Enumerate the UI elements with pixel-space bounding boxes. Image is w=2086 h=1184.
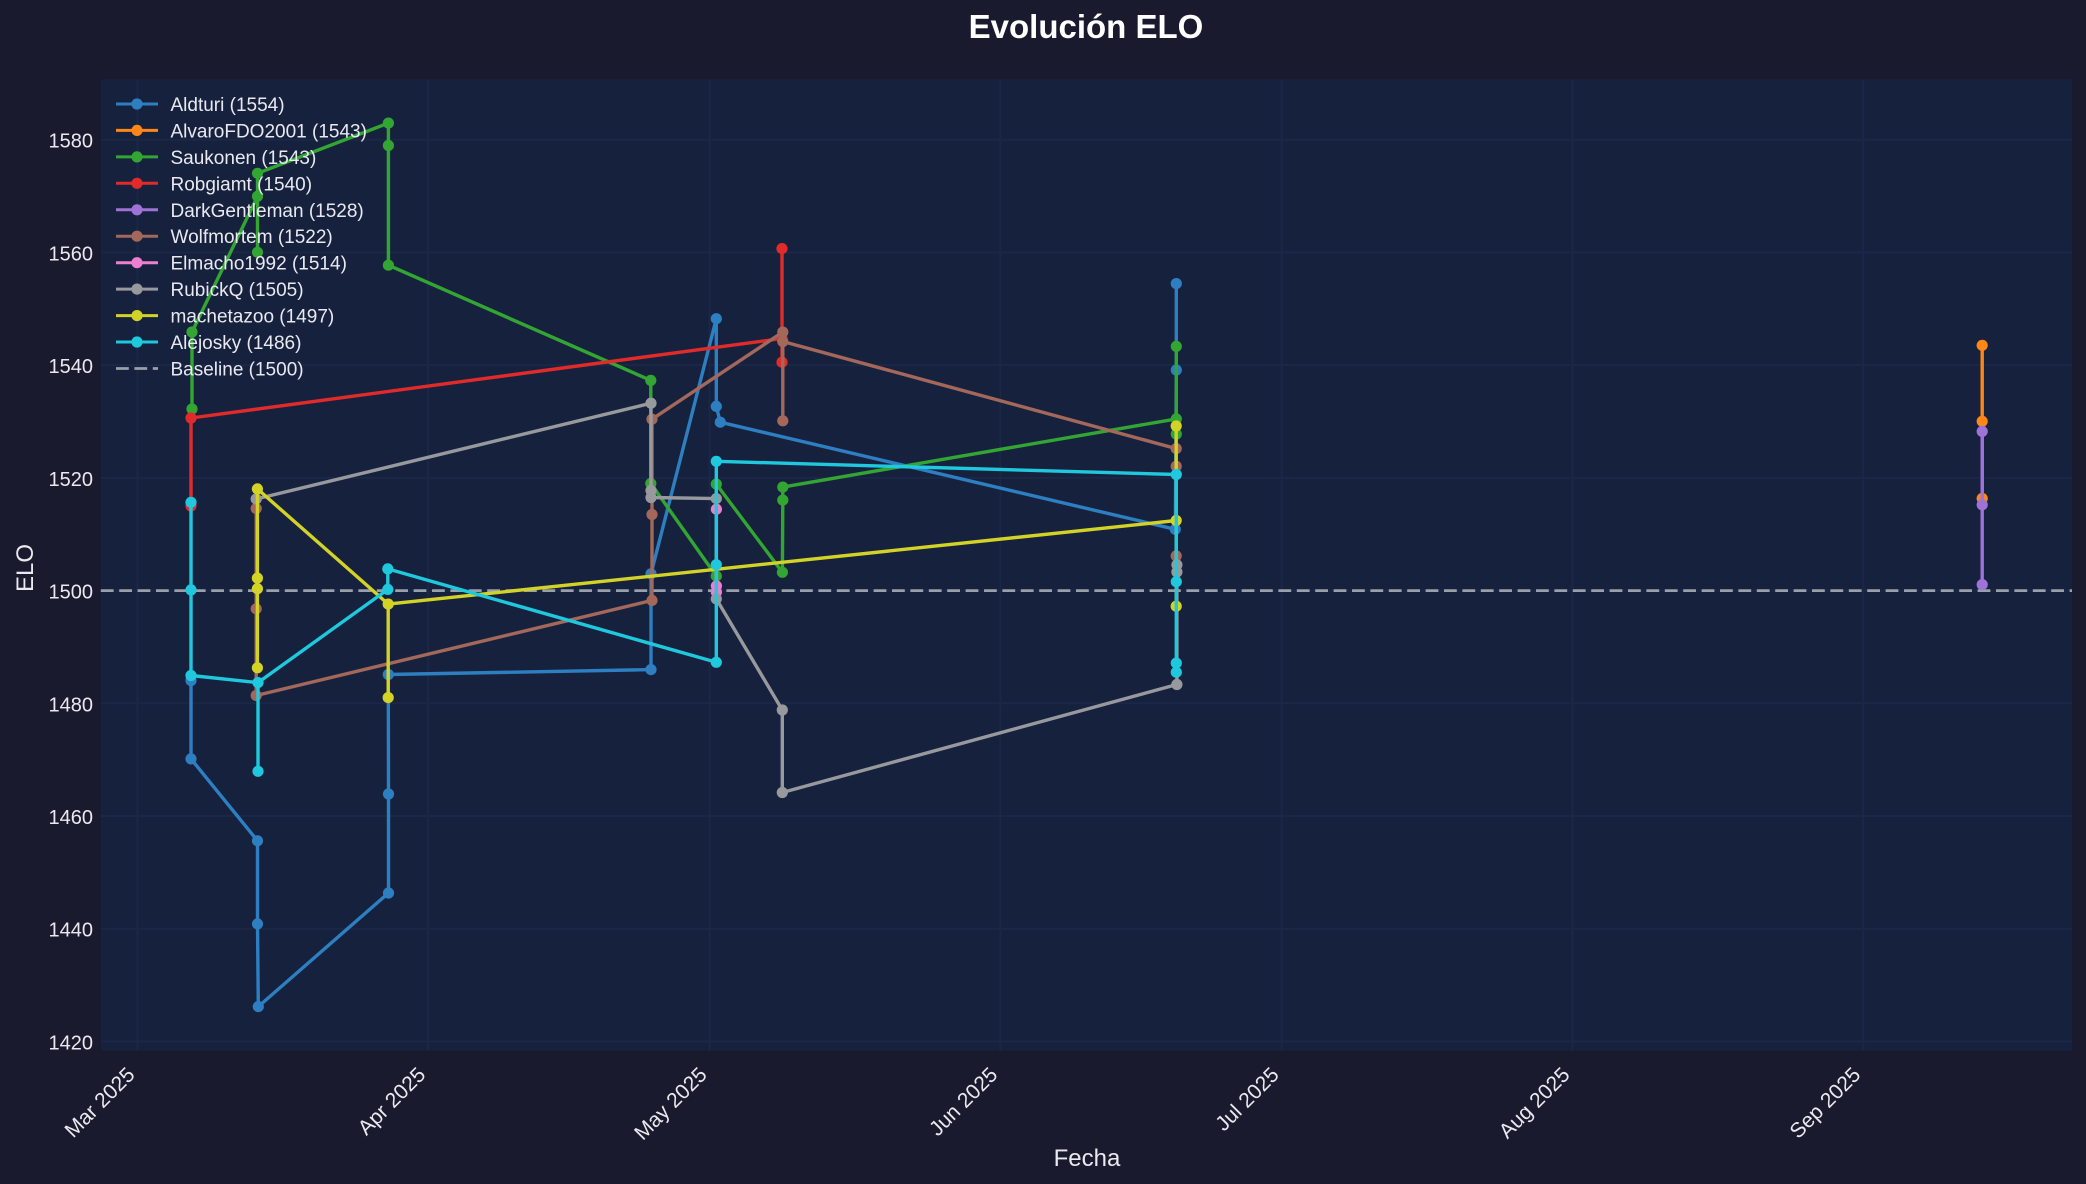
svg-text:1420: 1420 [49, 1033, 94, 1055]
svg-text:1540: 1540 [49, 356, 94, 378]
svg-text:Saukonen (1543): Saukonen (1543) [171, 148, 317, 169]
svg-text:AlvaroFDO2001 (1543): AlvaroFDO2001 (1543) [171, 121, 367, 142]
svg-text:1560: 1560 [49, 243, 94, 265]
svg-text:1460: 1460 [49, 807, 94, 829]
svg-text:1440: 1440 [49, 920, 94, 942]
svg-text:machetazoo (1497): machetazoo (1497) [171, 307, 335, 328]
svg-text:Wolfmortem (1522): Wolfmortem (1522) [171, 227, 333, 248]
svg-text:1580: 1580 [49, 131, 94, 153]
svg-text:1520: 1520 [49, 469, 94, 491]
svg-text:Robgiamt (1540): Robgiamt (1540) [171, 174, 313, 195]
svg-text:Fecha: Fecha [1054, 1145, 1121, 1172]
svg-text:RubickQ (1505): RubickQ (1505) [171, 280, 304, 301]
svg-text:DarkGentleman (1528): DarkGentleman (1528) [171, 201, 364, 222]
svg-text:Alejosky (1486): Alejosky (1486) [171, 333, 302, 354]
svg-text:Baseline (1500): Baseline (1500) [171, 360, 304, 381]
svg-text:Aldturi (1554): Aldturi (1554) [171, 95, 285, 116]
svg-text:Evolución ELO: Evolución ELO [969, 8, 1204, 45]
svg-text:Elmacho1992 (1514): Elmacho1992 (1514) [171, 254, 347, 275]
svg-text:ELO: ELO [12, 544, 39, 592]
svg-text:1500: 1500 [49, 582, 94, 604]
svg-text:1480: 1480 [49, 694, 94, 716]
